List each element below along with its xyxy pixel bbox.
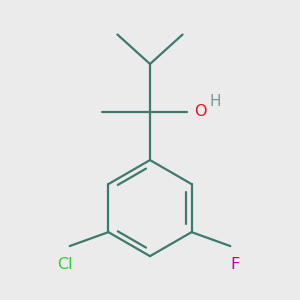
Text: Cl: Cl [57,257,73,272]
Text: O: O [194,104,207,119]
Text: H: H [210,94,221,110]
Text: F: F [230,257,240,272]
